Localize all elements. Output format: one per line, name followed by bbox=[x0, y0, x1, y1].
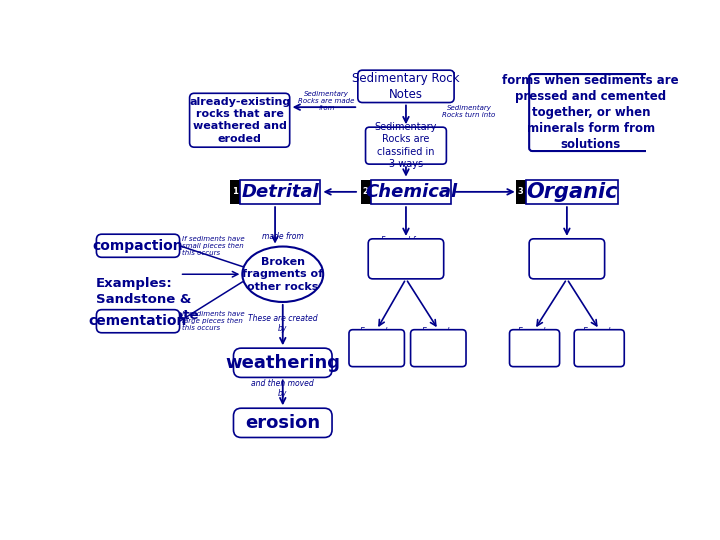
Text: Sedimentary
Rocks are made
from: Sedimentary Rocks are made from bbox=[299, 91, 355, 111]
FancyBboxPatch shape bbox=[366, 127, 446, 164]
Text: Chemical: Chemical bbox=[365, 183, 457, 201]
Text: cementation: cementation bbox=[89, 314, 187, 328]
Text: Sedimentary
Rocks turn into: Sedimentary Rocks turn into bbox=[443, 105, 496, 118]
Text: 2: 2 bbox=[363, 187, 369, 197]
Text: Formed from: Formed from bbox=[382, 236, 431, 245]
FancyBboxPatch shape bbox=[240, 179, 320, 204]
FancyBboxPatch shape bbox=[529, 239, 605, 279]
FancyBboxPatch shape bbox=[233, 408, 332, 437]
Text: Example: Example bbox=[360, 327, 393, 335]
Text: forms when sediments are
pressed and cemented
together, or when
minerals form fr: forms when sediments are pressed and cem… bbox=[503, 74, 679, 151]
Text: These are created
by: These are created by bbox=[248, 314, 318, 333]
FancyBboxPatch shape bbox=[230, 179, 240, 204]
Text: 3: 3 bbox=[518, 187, 523, 197]
Text: If sediments have
small pieces then
this occurs: If sediments have small pieces then this… bbox=[182, 235, 245, 256]
FancyBboxPatch shape bbox=[96, 234, 179, 257]
Text: Example: Example bbox=[422, 327, 455, 335]
Text: Examples:
Sandstone &
conglomerate: Examples: Sandstone & conglomerate bbox=[96, 276, 199, 321]
Text: weathering: weathering bbox=[225, 354, 341, 372]
Text: erosion: erosion bbox=[246, 414, 320, 432]
Text: Example: Example bbox=[582, 327, 616, 335]
FancyBboxPatch shape bbox=[516, 179, 526, 204]
FancyBboxPatch shape bbox=[96, 309, 179, 333]
Text: Detrital: Detrital bbox=[241, 183, 319, 201]
Ellipse shape bbox=[243, 247, 323, 302]
FancyBboxPatch shape bbox=[349, 330, 405, 367]
Text: Sedimentary
Rocks are
classified in
3 ways: Sedimentary Rocks are classified in 3 wa… bbox=[375, 122, 437, 169]
Text: made from: made from bbox=[262, 232, 304, 241]
FancyBboxPatch shape bbox=[358, 70, 454, 103]
Text: Broken
fragments of
other rocks: Broken fragments of other rocks bbox=[242, 257, 323, 292]
FancyBboxPatch shape bbox=[529, 74, 652, 151]
Text: Organic: Organic bbox=[526, 182, 618, 202]
FancyBboxPatch shape bbox=[410, 330, 466, 367]
FancyBboxPatch shape bbox=[510, 330, 559, 367]
FancyBboxPatch shape bbox=[526, 179, 618, 204]
Text: Example: Example bbox=[518, 327, 551, 335]
FancyBboxPatch shape bbox=[361, 179, 371, 204]
FancyBboxPatch shape bbox=[371, 179, 451, 204]
FancyBboxPatch shape bbox=[233, 348, 332, 377]
FancyBboxPatch shape bbox=[189, 93, 289, 147]
FancyBboxPatch shape bbox=[368, 239, 444, 279]
Text: If sediments have
large pieces then
this occurs: If sediments have large pieces then this… bbox=[182, 311, 245, 331]
Text: already-existing
rocks that are
weathered and
eroded: already-existing rocks that are weathere… bbox=[189, 97, 290, 144]
Text: compaction: compaction bbox=[93, 239, 184, 253]
Text: and then moved
by: and then moved by bbox=[251, 379, 314, 399]
FancyBboxPatch shape bbox=[575, 330, 624, 367]
Text: 1: 1 bbox=[232, 187, 238, 197]
Text: Sedimentary Rock
Notes: Sedimentary Rock Notes bbox=[352, 72, 459, 101]
